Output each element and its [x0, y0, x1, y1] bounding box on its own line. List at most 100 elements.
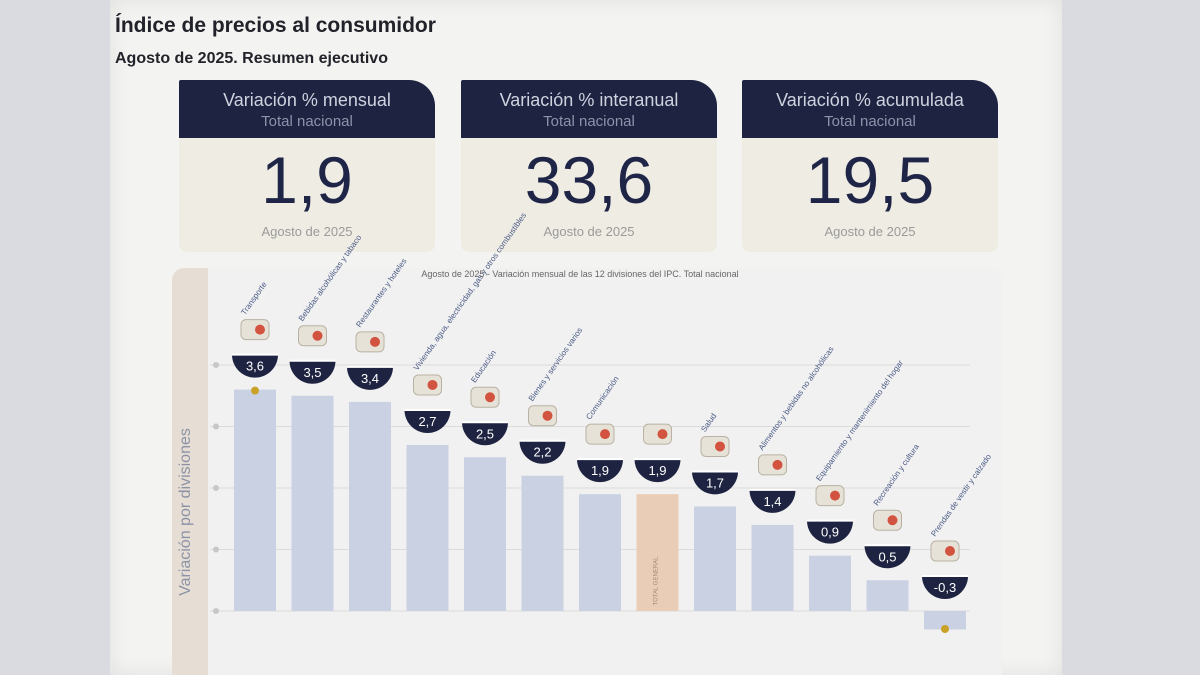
bar: [521, 475, 564, 611]
bar: [751, 524, 794, 611]
marker-dot: [941, 625, 949, 633]
data-label: 3,5: [303, 365, 321, 380]
cutlery-icon: [355, 331, 385, 353]
bar: [349, 401, 391, 611]
category-label: Transporte: [239, 280, 269, 317]
page-subtitle: Agosto de 2025. Resumen ejecutivo: [115, 50, 388, 67]
card-yearly-header: Variación % interanual Total nacional: [461, 80, 717, 138]
card-yearly-body: 33,6 Agosto de 2025: [461, 138, 717, 252]
category-label: Prendas de vestir y calzado: [929, 452, 993, 538]
card-accumulated-value: 19,5: [805, 143, 935, 217]
y-axis-label: Variación por divisiones: [177, 428, 194, 596]
value-bubble: [232, 354, 278, 378]
y-tick-dot: [213, 485, 219, 491]
phone-icon: [585, 423, 615, 445]
appliance-icon-accent: [830, 490, 840, 501]
bar: [234, 389, 276, 611]
data-label: 1,9: [648, 463, 666, 478]
y-tick-dot: [213, 423, 219, 430]
bar: [291, 395, 334, 611]
bar: [636, 494, 679, 611]
value-bubble: [922, 576, 968, 599]
clothing-icon-accent: [945, 546, 955, 556]
card-monthly-label: Variación % mensual: [223, 90, 391, 110]
value-bubble: [577, 459, 623, 483]
data-label: 3,4: [361, 371, 379, 386]
sun-icon: [873, 509, 902, 531]
tube-icon-accent: [542, 410, 553, 421]
drinks-icon: [298, 325, 327, 347]
bar: [406, 444, 449, 611]
value-bubble: [807, 520, 853, 544]
medical-cross-icon-accent: [715, 441, 725, 452]
page-title: Índice de precios al consumidor: [115, 14, 436, 37]
value-bubble: [692, 471, 738, 495]
medical-cross-icon: [700, 435, 730, 457]
card-accumulated-label: Variación % acumulada: [776, 90, 964, 110]
chart-side-strip: [172, 268, 208, 675]
category-label: Bienes y servicios varios: [527, 326, 585, 403]
cutlery-icon-accent: [370, 336, 380, 347]
chart-title: Agosto de 2025 - Variación mensual de la…: [421, 269, 738, 279]
value-bubble: [462, 422, 508, 446]
bars: 3,6 3,5 3,4 2,7 2,5 2,2 1,9 TOTAL GENERAL 1,9 1,7…: [232, 319, 968, 633]
card-accumulated: Variación % acumulada Total nacional 19,…: [742, 80, 998, 252]
card-yearly: Variación % interanual Total nacional 33…: [461, 80, 717, 252]
house-icon: [413, 374, 442, 396]
card-accumulated-date: Agosto de 2025: [824, 224, 916, 239]
card-monthly-sublabel: Total nacional: [261, 113, 353, 130]
card-yearly-sublabel: Total nacional: [543, 113, 635, 130]
data-label: 1,9: [591, 463, 609, 478]
bar: [924, 611, 966, 630]
category-label: Vivienda, agua, electricidad, gas y otro…: [412, 211, 528, 372]
data-label: 3,6: [246, 359, 264, 374]
card-accumulated-sublabel: Total nacional: [824, 113, 916, 130]
card-yearly-value: 33,6: [524, 143, 654, 217]
appliance-icon: [815, 485, 845, 507]
category-label: Equipamiento y mantenimiento del hogar: [814, 358, 905, 483]
bus-icon: [240, 319, 270, 341]
bar: [694, 506, 736, 611]
card-monthly-body: 1,9 Agosto de 2025: [179, 138, 435, 252]
value-bubble: [749, 489, 796, 513]
food-plate-icon-accent: [772, 459, 783, 470]
books-icon: [470, 386, 500, 408]
bar: [866, 580, 909, 611]
category-label: Recreación y cultura: [872, 442, 922, 507]
books-icon-accent: [485, 392, 495, 403]
value-bubble: [347, 366, 393, 390]
data-label: 1,4: [763, 494, 781, 509]
category-label: Comunicación: [584, 375, 620, 422]
food-plate-icon: [758, 454, 787, 476]
value-bubble: [864, 545, 911, 569]
basket-icon: [643, 423, 672, 445]
y-tick-dot: [213, 608, 219, 614]
house-icon-accent: [427, 379, 438, 390]
card-monthly-header: Variación % mensual Total nacional: [179, 80, 435, 138]
data-label: 2,2: [533, 445, 551, 460]
data-label: 0,5: [878, 549, 896, 564]
category-label: Bebidas alcohólicas y tabaco: [297, 233, 364, 323]
value-bubble: [634, 459, 681, 483]
card-monthly: Variación % mensual Total nacional 1,9 A…: [179, 80, 435, 252]
phone-icon-accent: [600, 429, 610, 440]
category-label: Alimentos y bebidas no alcohólicas: [757, 345, 836, 452]
card-accumulated-header: Variación % acumulada Total nacional: [742, 80, 998, 138]
data-label: -0,3: [934, 580, 956, 595]
bar: [464, 457, 506, 611]
highlight-bar-text: TOTAL GENERAL: [654, 556, 660, 606]
drinks-icon-accent: [312, 330, 323, 341]
bus-icon-accent: [255, 324, 265, 335]
card-yearly-date: Agosto de 2025: [543, 224, 635, 239]
tube-icon: [528, 405, 557, 427]
y-tick-dot: [213, 362, 219, 368]
marker-dot: [251, 386, 259, 395]
bar: [809, 555, 851, 611]
data-label: 2,7: [418, 414, 436, 429]
card-yearly-label: Variación % interanual: [499, 90, 679, 110]
bar: [579, 494, 621, 611]
data-label: 2,5: [476, 426, 494, 441]
value-bubble: [404, 409, 451, 433]
category-label: Educación: [469, 349, 498, 385]
category-label: Restaurantes y hoteles: [354, 257, 408, 329]
